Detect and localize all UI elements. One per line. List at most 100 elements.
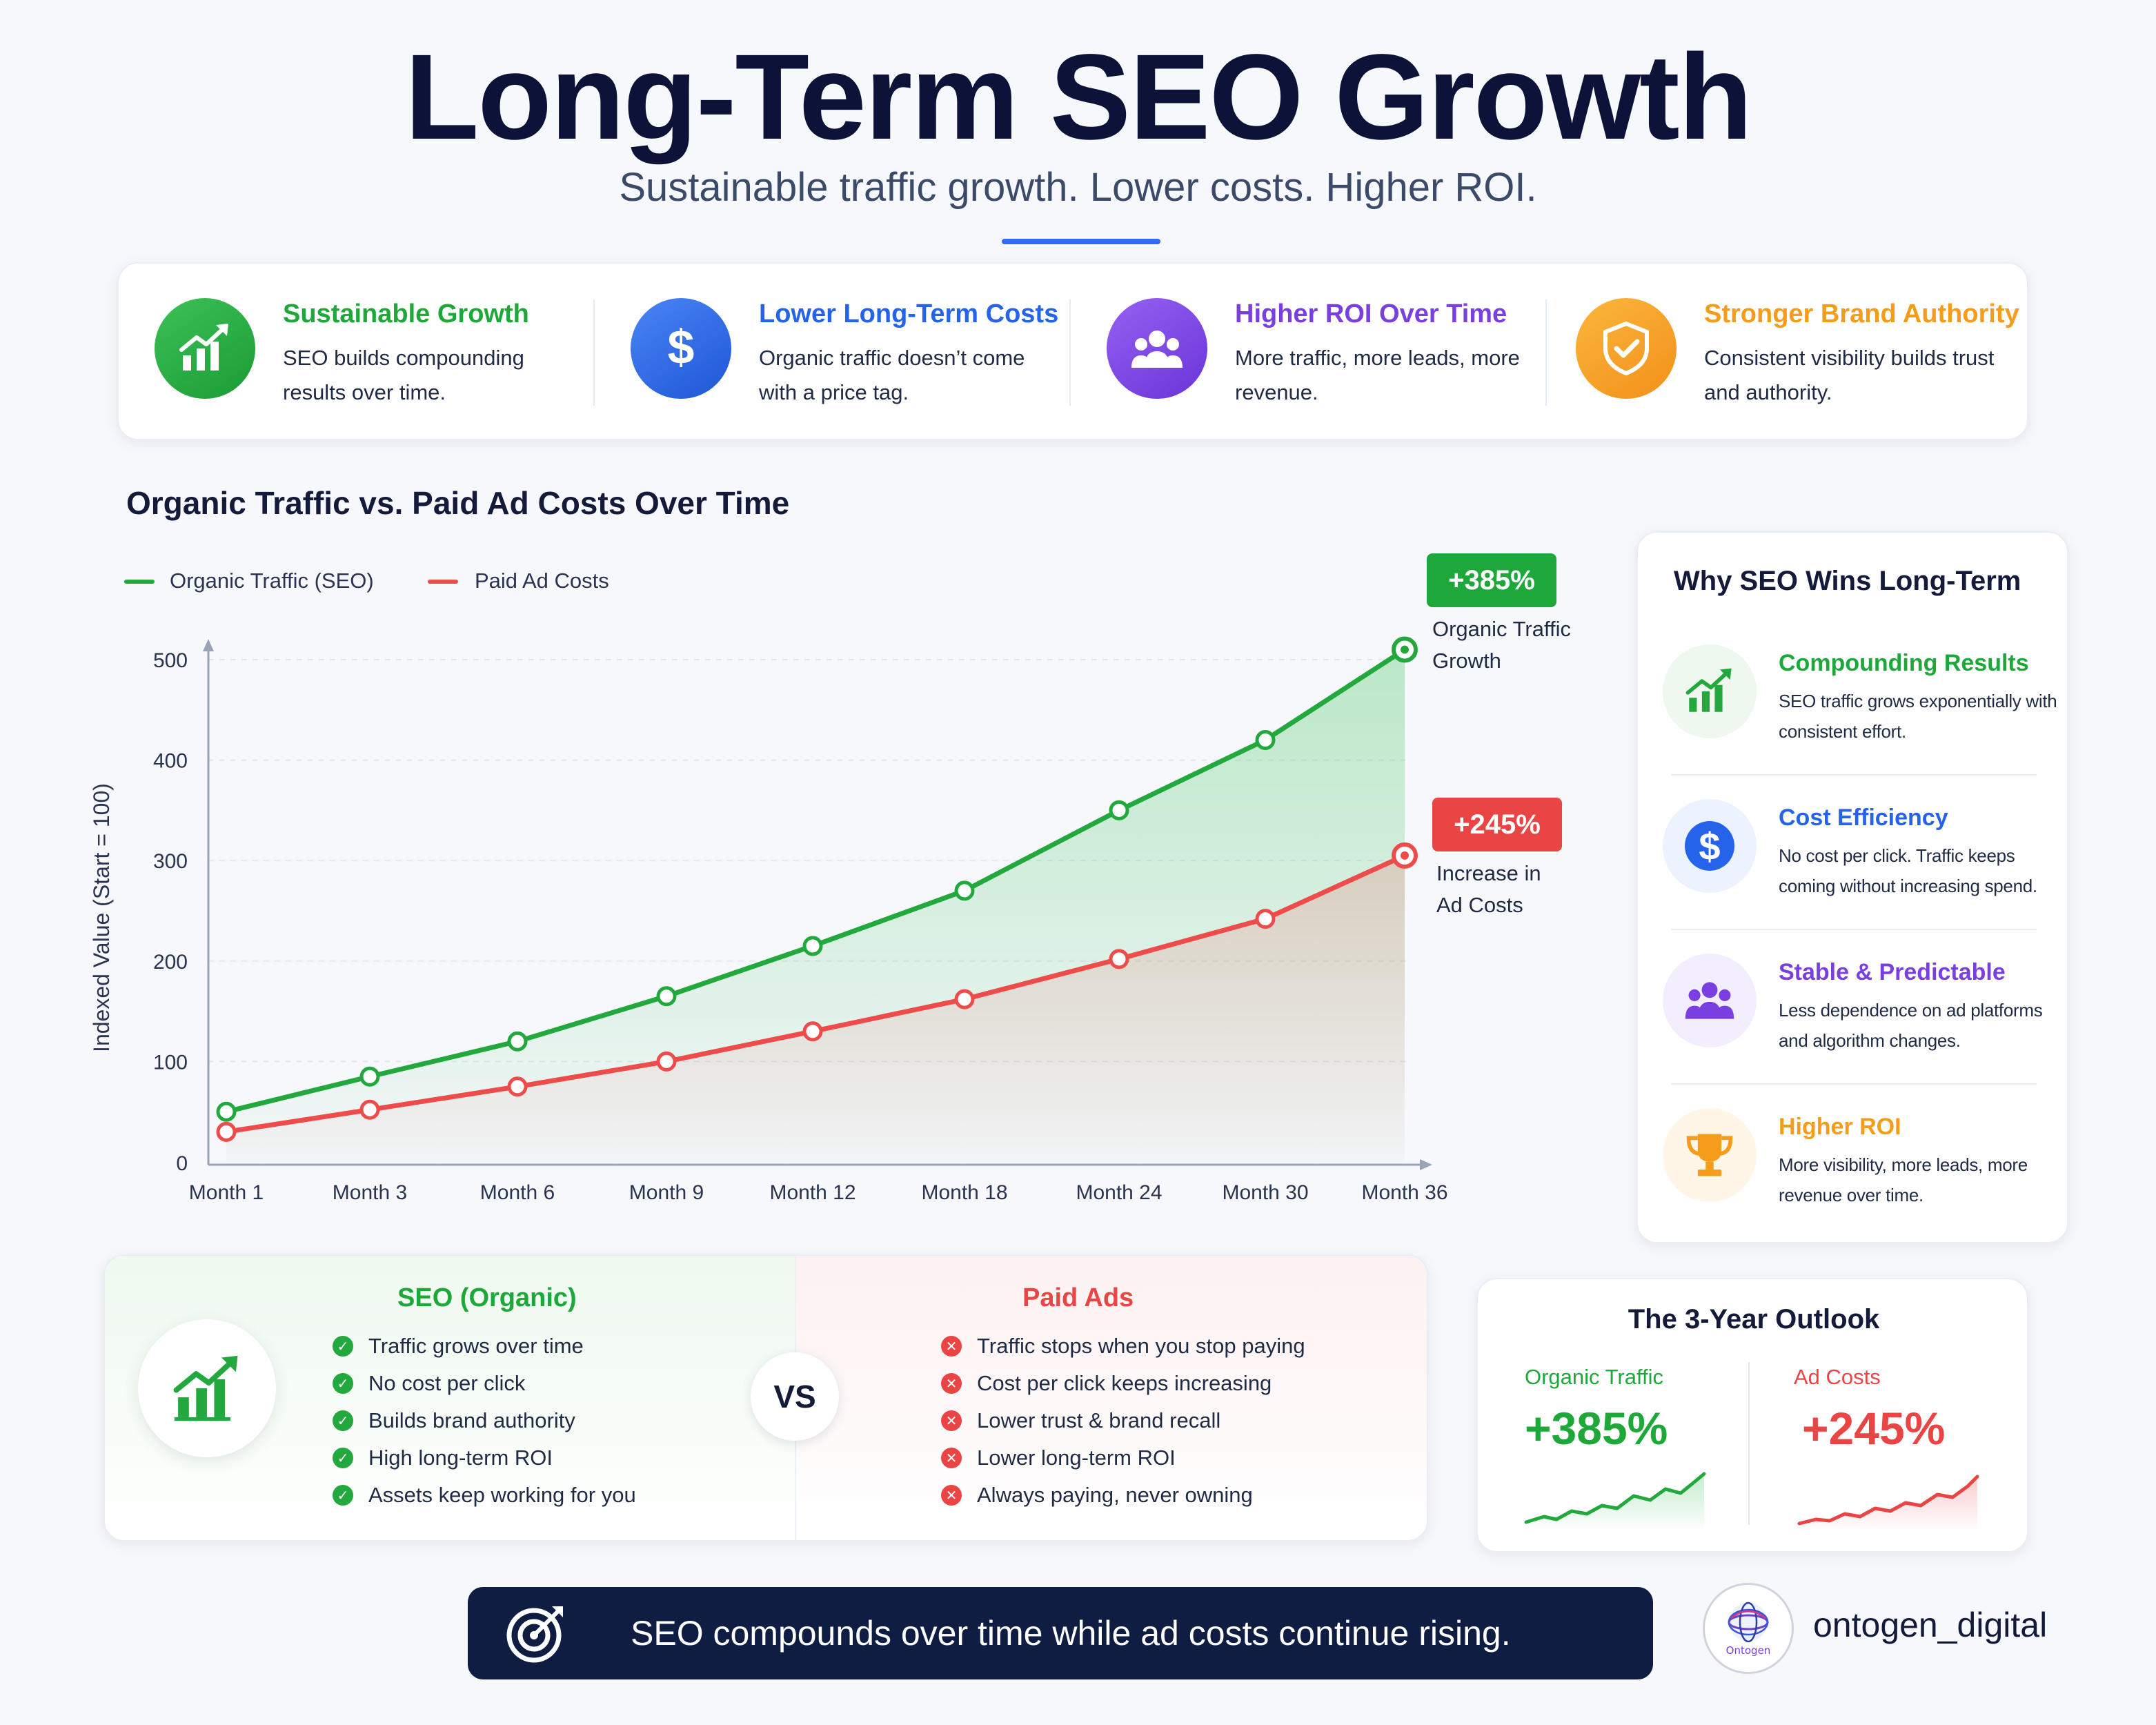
check-icon: ✓ [333, 1373, 353, 1394]
legend-swatch-paid [428, 580, 458, 584]
x-tick-label: Month 24 [1076, 1181, 1162, 1204]
outlook-title: The 3-Year Outlook [1628, 1304, 1880, 1334]
data-point [656, 986, 677, 1007]
globe-logo-icon: Ontogen [1726, 1601, 1771, 1657]
y-axis-arrow [203, 639, 214, 651]
benefit-description: More traffic, more leads, more revenue. [1235, 346, 1520, 404]
outlook-ads-label: Ad Costs [1794, 1365, 1881, 1389]
benefit-description: Organic traffic doesn’t come with a pric… [759, 346, 1025, 404]
paid-column-title: Paid Ads [1022, 1283, 1134, 1312]
x-tick-label: Month 1 [189, 1181, 264, 1204]
benefit-description: SEO builds compounding results over time… [283, 346, 524, 404]
people-icon [1663, 954, 1757, 1047]
chart-title: Organic Traffic vs. Paid Ad Costs Over T… [126, 485, 790, 521]
benefit-lower-costs: $ Lower Long-Term Costs Organic traffic … [595, 264, 1071, 442]
benefit-title: Sustainable Growth [283, 299, 529, 328]
data-point [507, 1031, 528, 1052]
line-chart: 0 100 200 300 400 500 Indexed Value (Start = 1… [89, 553, 1571, 1204]
x-axis-arrow [1420, 1159, 1432, 1170]
data-point [656, 1051, 677, 1072]
x-tick-label: Month 30 [1222, 1181, 1308, 1204]
y-tick-label: 200 [153, 951, 188, 974]
x-icon: ✕ [941, 1410, 962, 1431]
legend-label-paid: Paid Ad Costs [475, 569, 609, 593]
svg-text:$: $ [1699, 825, 1720, 868]
divider [593, 299, 595, 406]
x-tick-label: Month 9 [629, 1181, 704, 1204]
x-icon: ✕ [941, 1336, 962, 1357]
why-item-title: Cost Efficiency [1779, 805, 1948, 831]
check-icon: ✓ [333, 1410, 353, 1431]
list-item: ✕ Always paying, never owning [941, 1477, 1305, 1514]
data-point [802, 936, 823, 956]
growth-badge-text: +385% [1448, 565, 1535, 595]
why-item-cost-efficiency: $ Cost Efficiency No cost per click. Tra… [1663, 799, 2049, 954]
check-icon: ✓ [333, 1336, 353, 1357]
benefit-brand-authority: Stronger Brand Authority Consistent visi… [1540, 264, 2019, 442]
divider [1671, 1083, 2037, 1085]
list-item: ✕ Cost per click keeps increasing [941, 1365, 1305, 1402]
growth-chart-icon [155, 298, 255, 399]
x-tick-label: Month 12 [769, 1181, 856, 1204]
divider [1671, 774, 2037, 776]
benefit-title: Lower Long-Term Costs [759, 299, 1059, 328]
divider [1748, 1362, 1750, 1525]
why-item-compounding: Compounding Results SEO traffic grows ex… [1663, 644, 2057, 799]
brand-name: ontogen_digital [1813, 1606, 2048, 1644]
x-icon: ✕ [941, 1448, 962, 1468]
organic-sparkline [1524, 1472, 1706, 1532]
data-point [954, 880, 975, 901]
trophy-icon [1663, 1108, 1757, 1202]
svg-text:$: $ [668, 320, 695, 374]
dollar-icon: $ [631, 298, 731, 399]
why-seo-card: Why SEO Wins Long-Term Compounding Resul… [1636, 531, 2068, 1243]
svg-text:Ontogen: Ontogen [1726, 1644, 1771, 1657]
legend-swatch-organic [124, 580, 155, 584]
y-tick-label: 0 [176, 1152, 188, 1175]
y-tick-label: 300 [153, 850, 188, 873]
why-item-description: No cost per click. Traffic keeps coming … [1779, 845, 2037, 896]
annotation-text: Growth [1432, 649, 1501, 673]
page-title: Long-Term SEO Growth [404, 30, 1752, 165]
y-tick-label: 400 [153, 750, 188, 773]
ads-sparkline [1797, 1475, 1979, 1532]
y-axis-label: Indexed Value (Start = 100) [89, 783, 114, 1052]
list-item: ✓ No cost per click [333, 1365, 636, 1402]
x-icon: ✕ [941, 1485, 962, 1506]
why-item-title: Compounding Results [1779, 650, 2029, 676]
divider [1069, 299, 1071, 406]
benefit-higher-roi: Higher ROI Over Time More traffic, more … [1071, 264, 1547, 442]
summary-banner: SEO compounds over time while ad costs c… [468, 1587, 1653, 1679]
list-item: ✓ Assets keep working for you [333, 1477, 636, 1514]
outlook-organic-value: +385% [1525, 1403, 1668, 1454]
people-icon [1107, 298, 1207, 399]
why-item-title: Higher ROI [1779, 1114, 1901, 1140]
banner-text: SEO compounds over time while ad costs c… [631, 1614, 1511, 1653]
benefit-sustainable-growth: Sustainable Growth SEO builds compoundin… [119, 264, 595, 442]
benefits-card: Sustainable Growth SEO builds compoundin… [117, 262, 2028, 440]
list-item: ✓ Builds brand authority [333, 1402, 636, 1439]
data-point [359, 1066, 380, 1087]
seo-column-title: SEO (Organic) [397, 1283, 577, 1312]
growth-badge [1432, 798, 1562, 851]
check-icon: ✓ [333, 1485, 353, 1506]
data-point-center [1401, 851, 1409, 860]
data-point [802, 1021, 823, 1042]
x-tick-label: Month 3 [333, 1181, 407, 1204]
outlook-card: The 3-Year Outlook Organic Traffic +385%… [1476, 1278, 2028, 1552]
shield-icon [1576, 298, 1677, 399]
list-item: ✕ Traffic stops when you stop paying [941, 1328, 1305, 1365]
brand-logo: Ontogen [1703, 1583, 1794, 1674]
outlook-ads-value: +245% [1802, 1403, 1946, 1454]
why-item-title: Stable & Predictable [1779, 959, 2006, 985]
annotation-text: Organic Traffic [1432, 617, 1571, 641]
growth-chart-icon [138, 1319, 276, 1457]
benefit-title: Higher ROI Over Time [1235, 299, 1507, 328]
title-underline [1002, 239, 1160, 244]
why-item-description: More visibility, more leads, more revenu… [1779, 1154, 2028, 1205]
divider [1545, 299, 1547, 406]
comparison-card: SEO (Organic) ✓ Traffic grows over time ✓… [103, 1254, 1428, 1541]
annotation-text: Increase in [1436, 861, 1541, 885]
dollar-icon: $ [1663, 799, 1757, 893]
data-point [216, 1121, 237, 1142]
